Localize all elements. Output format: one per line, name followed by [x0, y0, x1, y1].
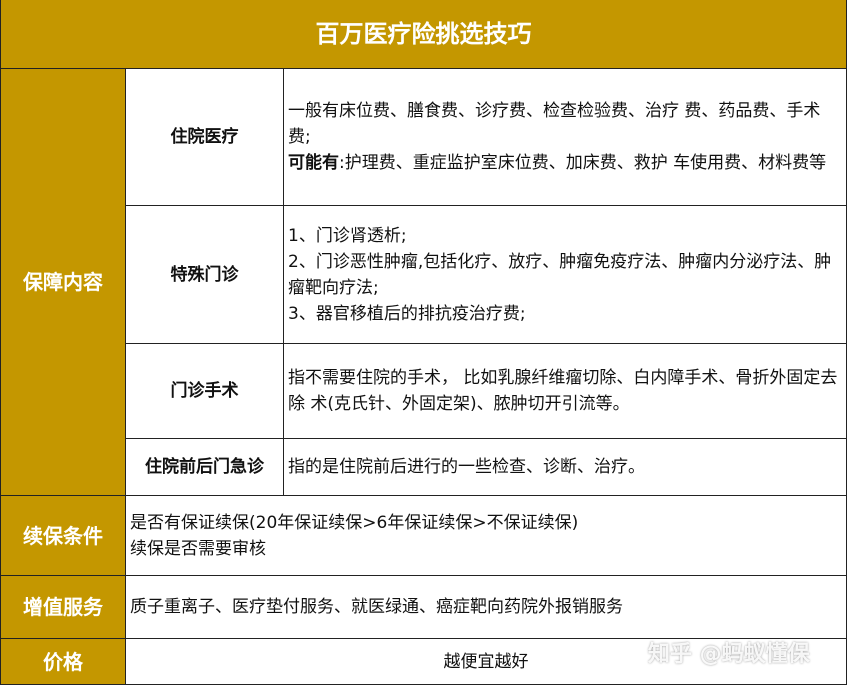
- item-name: 特殊门诊: [125, 205, 284, 344]
- item-desc: 指的是住院前后进行的一些检查、诊断、治疗。: [283, 438, 847, 496]
- item-desc: 1、门诊肾透析; 2、门诊恶性肿瘤,包括化疗、放疗、肿瘤免疫疗法、肿瘤内分泌疗法、…: [283, 205, 847, 344]
- bold-prefix: 可能有: [288, 153, 339, 173]
- desc-line: 指不需要住院的手术， 比如乳腺纤维瘤切除、白内障手术、骨折外固定去除 术(克氏针…: [288, 368, 838, 414]
- coverage-label: 保障内容: [0, 68, 126, 496]
- desc-line: 可能有:护理费、重症监护室床位费、加床费、救护 车使用费、材料费等: [288, 150, 842, 176]
- item-desc: 一般有床位费、膳食费、诊疗费、检查检验费、治疗 费、药品费、手术费; 可能有:护理…: [283, 68, 847, 206]
- item-name: 住院前后门急诊: [125, 438, 284, 496]
- desc-line: 3、器官移植后的排抗疫治疗费;: [288, 303, 526, 324]
- desc-line: 1、门诊肾透析;: [288, 225, 407, 246]
- desc-line: 是否有保证续保(20年保证续保>6年保证续保>不保证续保): [130, 512, 579, 533]
- renewal-label: 续保条件: [0, 495, 126, 576]
- desc-text: :护理费、重症监护室床位费、加床费、救护 车使用费、材料费等: [339, 153, 827, 173]
- desc-line: 续保是否需要审核: [130, 538, 266, 559]
- price-label: 价格: [0, 638, 126, 685]
- desc-line: 一般有床位费、膳食费、诊疗费、检查检验费、治疗 费、药品费、手术费;: [288, 101, 821, 147]
- renewal-desc: 是否有保证续保(20年保证续保>6年保证续保>不保证续保) 续保是否需要审核: [125, 495, 847, 576]
- item-name: 门诊手术: [125, 343, 284, 439]
- desc-line: 2、门诊恶性肿瘤,包括化疗、放疗、肿瘤免疫疗法、肿瘤内分泌疗法、肿瘤靶向疗法;: [288, 251, 832, 298]
- price-desc: 越便宜越好: [125, 638, 847, 685]
- services-label: 增值服务: [0, 575, 126, 639]
- watermark: 知乎 @蚂蚁懂保: [648, 642, 810, 667]
- item-desc: 指不需要住院的手术， 比如乳腺纤维瘤切除、白内障手术、骨折外固定去除 术(克氏针…: [283, 343, 847, 439]
- table-title: 百万医疗险挑选技巧: [0, 0, 847, 69]
- services-desc: 质子重离子、医疗垫付服务、就医绿通、癌症靶向药院外报销服务: [125, 575, 847, 639]
- desc-line: 指的是住院前后进行的一些检查、诊断、治疗。: [288, 457, 645, 477]
- item-name: 住院医疗: [125, 68, 284, 206]
